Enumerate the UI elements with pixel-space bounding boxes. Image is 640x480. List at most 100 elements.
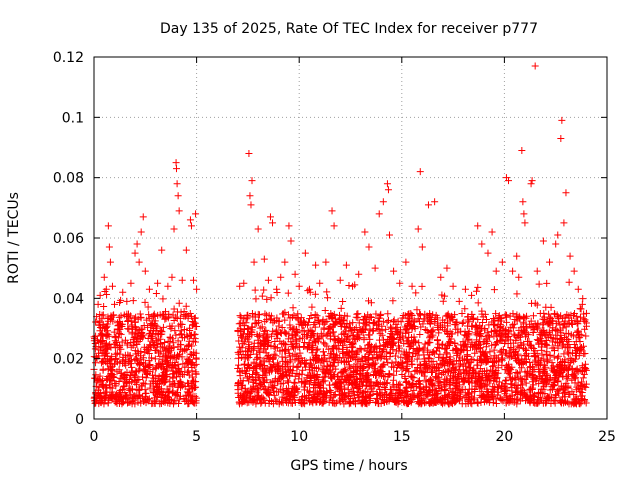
data-point bbox=[337, 384, 345, 392]
data-point bbox=[157, 331, 165, 339]
data-point bbox=[162, 352, 170, 360]
data-point bbox=[321, 351, 329, 359]
data-point bbox=[438, 370, 446, 378]
data-point bbox=[379, 348, 387, 356]
data-point bbox=[343, 335, 351, 343]
data-point bbox=[541, 361, 549, 369]
data-point bbox=[365, 379, 373, 387]
data-point bbox=[169, 370, 177, 378]
data-point bbox=[281, 258, 289, 266]
data-point bbox=[319, 339, 327, 347]
data-point bbox=[344, 381, 352, 389]
data-point bbox=[281, 329, 289, 337]
data-point bbox=[398, 371, 406, 379]
data-point bbox=[409, 349, 417, 357]
data-point bbox=[404, 322, 412, 330]
data-point bbox=[556, 334, 564, 342]
data-point bbox=[302, 359, 310, 367]
data-point bbox=[268, 332, 276, 340]
data-point bbox=[172, 313, 180, 321]
data-point bbox=[429, 386, 437, 394]
data-point bbox=[332, 383, 340, 391]
data-point bbox=[123, 393, 131, 401]
data-point bbox=[441, 345, 449, 353]
data-point bbox=[352, 380, 360, 388]
data-point bbox=[498, 361, 506, 369]
data-point bbox=[186, 327, 194, 335]
data-point bbox=[108, 282, 116, 290]
data-point bbox=[348, 348, 356, 356]
data-point bbox=[402, 258, 410, 266]
data-point bbox=[95, 397, 103, 405]
data-point bbox=[305, 380, 313, 388]
data-point bbox=[139, 373, 147, 381]
data-point bbox=[495, 378, 503, 386]
data-point bbox=[550, 344, 558, 352]
data-point bbox=[345, 349, 353, 357]
data-point bbox=[570, 370, 578, 378]
data-point bbox=[402, 384, 410, 392]
data-point bbox=[366, 335, 374, 343]
data-point bbox=[174, 192, 182, 200]
data-point bbox=[191, 392, 199, 400]
data-point bbox=[321, 340, 329, 348]
data-point bbox=[539, 390, 547, 398]
data-point bbox=[551, 373, 559, 381]
data-point bbox=[101, 347, 109, 355]
data-point bbox=[292, 339, 300, 347]
data-point bbox=[108, 362, 116, 370]
data-point bbox=[497, 396, 505, 404]
data-point bbox=[408, 373, 416, 381]
data-point bbox=[510, 330, 518, 338]
data-point bbox=[408, 282, 416, 290]
data-point bbox=[576, 388, 584, 396]
data-point bbox=[261, 341, 269, 349]
data-point bbox=[468, 400, 476, 408]
data-point bbox=[529, 312, 537, 320]
data-point bbox=[131, 330, 139, 338]
data-point bbox=[469, 315, 477, 323]
data-point bbox=[573, 395, 581, 403]
data-point bbox=[452, 357, 460, 365]
data-point bbox=[359, 358, 367, 366]
data-point bbox=[135, 386, 143, 394]
data-point bbox=[435, 377, 443, 385]
data-point bbox=[370, 348, 378, 356]
data-point bbox=[503, 311, 511, 319]
data-point bbox=[566, 252, 574, 260]
data-point bbox=[291, 379, 299, 387]
data-point bbox=[482, 343, 490, 351]
data-point bbox=[319, 316, 327, 324]
data-point bbox=[162, 364, 170, 372]
data-point bbox=[349, 344, 357, 352]
data-point bbox=[475, 372, 483, 380]
data-point bbox=[117, 296, 125, 304]
data-point bbox=[128, 321, 136, 329]
data-point bbox=[291, 270, 299, 278]
data-point bbox=[263, 311, 271, 319]
data-point bbox=[502, 377, 510, 385]
data-point bbox=[156, 400, 164, 408]
data-point bbox=[485, 321, 493, 329]
data-point bbox=[376, 342, 384, 350]
data-point bbox=[328, 312, 336, 320]
data-point bbox=[493, 374, 501, 382]
data-point bbox=[458, 319, 466, 327]
data-point bbox=[125, 325, 133, 333]
data-point bbox=[276, 398, 284, 406]
data-point bbox=[252, 295, 260, 303]
data-point bbox=[146, 380, 154, 388]
data-point bbox=[148, 320, 156, 328]
data-point bbox=[477, 398, 485, 406]
data-point bbox=[326, 366, 334, 374]
data-point bbox=[519, 198, 527, 206]
data-point bbox=[472, 287, 480, 295]
data-point bbox=[381, 353, 389, 361]
data-point bbox=[575, 346, 583, 354]
data-point bbox=[358, 354, 366, 362]
data-point bbox=[118, 338, 126, 346]
data-point bbox=[119, 356, 127, 364]
data-point bbox=[115, 321, 123, 329]
data-point bbox=[154, 279, 162, 287]
data-point bbox=[123, 371, 131, 379]
